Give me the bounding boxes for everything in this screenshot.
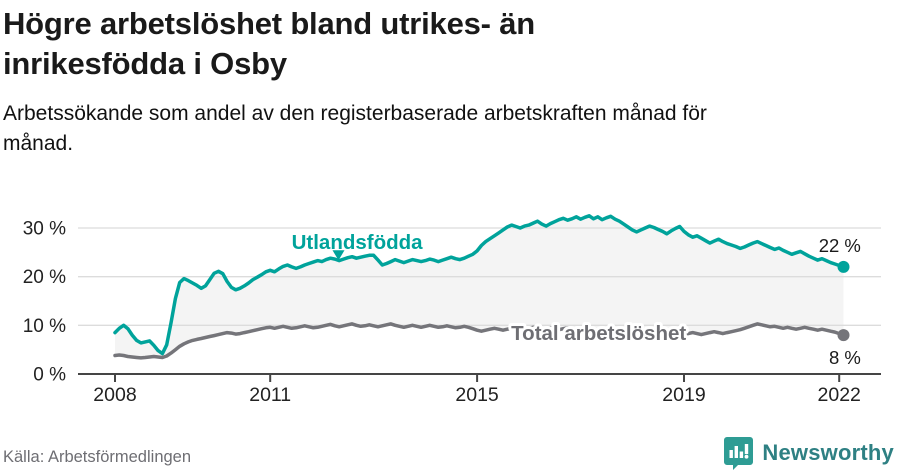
x-axis-ticks: 2008 2011 2015 2019 2022 bbox=[93, 375, 861, 406]
y-axis-labels: 0 % 10 % 20 % 30 % bbox=[23, 219, 66, 386]
page-title: Högre arbetslöshet bland utrikes- än inr… bbox=[3, 6, 535, 82]
series-label-utlandsfodda: Utlandsfödda bbox=[292, 231, 424, 254]
end-label-utlandsfodda: 22 % bbox=[819, 235, 861, 256]
end-dot-total bbox=[837, 329, 850, 342]
line-chart: 0 % 10 % 20 % 30 % 2008 2011 2015 2019 2022 Utlan… bbox=[0, 192, 900, 418]
chart-header: Högre arbetslöshet bland utrikes- än inr… bbox=[0, 0, 900, 159]
unemployment-line-chart-svg: 0 % 10 % 20 % 30 % 2008 2011 2015 2019 2022 Utlan… bbox=[23, 214, 881, 406]
svg-text:10 %: 10 % bbox=[23, 316, 66, 337]
svg-text:30 %: 30 % bbox=[23, 219, 66, 240]
svg-text:2008: 2008 bbox=[93, 384, 136, 406]
label-marker-triangle bbox=[332, 250, 345, 261]
newsworthy-logo-text: Newsworthy bbox=[762, 439, 894, 465]
newsworthy-logo-icon bbox=[724, 437, 754, 470]
between-series-band-fill bbox=[115, 215, 844, 358]
series-line-total bbox=[113, 322, 846, 360]
newsworthy-logo[interactable]: Newsworthy bbox=[722, 435, 894, 470]
svg-text:0 %: 0 % bbox=[33, 365, 66, 386]
end-dot-utlandsfodda bbox=[837, 260, 850, 273]
svg-text:2011: 2011 bbox=[249, 384, 291, 406]
svg-text:20 %: 20 % bbox=[23, 267, 66, 288]
svg-text:2019: 2019 bbox=[662, 384, 705, 406]
chart-subtitle: Arbetssökande som andel av den registerb… bbox=[3, 101, 707, 156]
svg-text:2022: 2022 bbox=[818, 384, 861, 406]
series-line-utlandsfodda bbox=[113, 214, 846, 356]
svg-text:2015: 2015 bbox=[455, 384, 499, 406]
series-label-total: Total arbetslöshet bbox=[511, 322, 686, 345]
end-label-total: 8 % bbox=[829, 347, 861, 368]
source-note: Källa: Arbetsförmedlingen bbox=[3, 448, 192, 466]
